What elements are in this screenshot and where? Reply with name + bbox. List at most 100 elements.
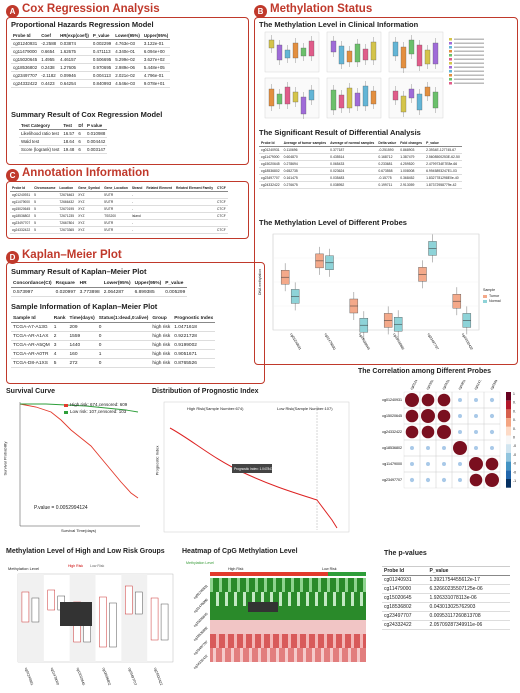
table-cell: 2.021e-02 [113,71,142,80]
box [400,95,407,113]
corr-circle [437,409,451,423]
heatmap-cell [288,606,291,620]
heatmap-cell [357,648,360,662]
heatmap-cell [312,634,315,648]
corr-circle [474,414,478,418]
high-risk-box [21,591,30,623]
heatmap-cell [339,592,342,606]
heatmap-cell [297,648,300,662]
table-cell: 3.122e-01 [141,39,171,48]
legend-text-line [454,50,484,52]
heatmap-cell [318,606,321,620]
heatmap-cell [303,592,306,606]
table-row: cg23497707 0.00953117260813708 [382,611,510,621]
heatmap-cell [336,634,339,648]
table-cell: 1.008008 [398,167,425,175]
box [362,85,369,107]
heatmap-cell [330,578,333,592]
hl-groups-chart: cg01240931 cg11479000 cg15020645 cg18536802… [17,573,174,686]
heatmap-cell [348,620,351,634]
heatmap-cell [336,592,339,606]
cox-summary-title: Summary Result of Cox Regression Model [11,110,163,119]
table-cell: 4 [51,349,68,359]
table-cell: cg11479000 [10,198,33,206]
table-row: cg24332422 5 72673365 XYZ 5'UTR - CTCF [10,226,228,234]
heatmap-cell [333,592,336,606]
heatmap-cell [279,648,282,662]
table-cell: 0.004113 [90,71,114,80]
heatmap-cell [225,578,228,592]
heatmap-cell [252,648,255,662]
legend-normal-swatch [483,300,487,303]
heatmap-cell [216,606,219,620]
table-cell: cg01240931 [10,191,33,199]
heatmap-cell [309,606,312,620]
column-header: Probe Id [382,566,428,576]
annotation-section-title: Annotation Information [22,167,150,179]
heatmap-cell [270,578,273,592]
heatmap-cell [267,634,270,648]
column-header: Upper(95%) [141,32,171,40]
corr-circle [442,446,446,450]
heatmap-cell [261,606,264,620]
tooltip-box [248,602,278,612]
table-cell: high risk [150,358,173,368]
table-row: TCGA-D8-A1XS 5 272 0 high risk 0.8765526 [11,358,216,368]
table-cell [174,219,216,227]
heatmap-cell [345,578,348,592]
heatmap-cell [318,634,321,648]
heatmap-cell [270,606,273,620]
heatmap-cell [354,620,357,634]
heatmap-cell [210,606,213,620]
probe-tick-label: cg01240931 [289,333,302,351]
table-cell: 1.8327781298E0e-40 [424,174,462,182]
box [362,48,369,61]
hl-tick-label: cg18536802 [101,667,111,686]
table-cell: 72676463 [57,191,77,199]
table-cell: cg18536802 [11,63,40,72]
corr-scale-label: -0.6 [513,462,516,466]
heatmap-cell [285,648,288,662]
heatmap-cell [282,578,285,592]
correlation-panel: The Correlation among Different Probes c… [356,368,516,538]
table-cell: 0.010988 [84,129,108,138]
heatmap-cell [291,578,294,592]
table-cell: 0.471113 [90,47,114,56]
table-cell: XYZ [76,191,103,199]
table-cell: 4.259520 [398,160,425,168]
probe-legend-tumor: Tumor [489,294,500,298]
table-cell: 209 [67,322,97,332]
diff-table: Probe Id Average of tumor samples Average … [259,140,462,189]
section-c-badge: C [6,169,19,182]
heatmap-cell [255,578,258,592]
table-cell: cg24332422 [259,181,282,189]
heatmap-cell [243,592,246,606]
corr-scale-swatch [506,409,511,419]
table-cell: 0.840993 [90,79,114,88]
table-cell: CTCF [215,198,228,206]
table-cell: 0.035483 [328,174,377,182]
heatmap-cell [321,606,324,620]
heatmap-cell [231,620,234,634]
table-cell: cg18536802 [259,167,282,175]
table-cell: 5'UTR [102,205,130,213]
corr-row-label: cg23497707 [382,478,402,482]
heatmap-cell [228,634,231,648]
table-cell: 0.233681 [376,160,399,168]
legend-swatch [449,70,452,73]
table-cell: 0.9199002 [172,340,216,350]
table-cell [144,198,175,206]
heatmap-cell [258,606,261,620]
heatmap-cell [234,620,237,634]
table-cell: cg24332422 [382,620,428,630]
corr-circle [421,393,435,407]
corr-row-label: cg11479000 [382,462,402,466]
column-header: Group [150,314,173,323]
heatmap-cell [342,578,345,592]
hl-groups-panel: Methylation Level of High and Low Risk G… [6,548,178,693]
heatmap-cell [327,648,330,662]
heatmap-row-label: cg01240931 [193,584,209,600]
clinical-title: The Methylation Level in Clinical Inform… [259,20,419,29]
box [354,92,361,107]
corr-circle [442,462,446,466]
